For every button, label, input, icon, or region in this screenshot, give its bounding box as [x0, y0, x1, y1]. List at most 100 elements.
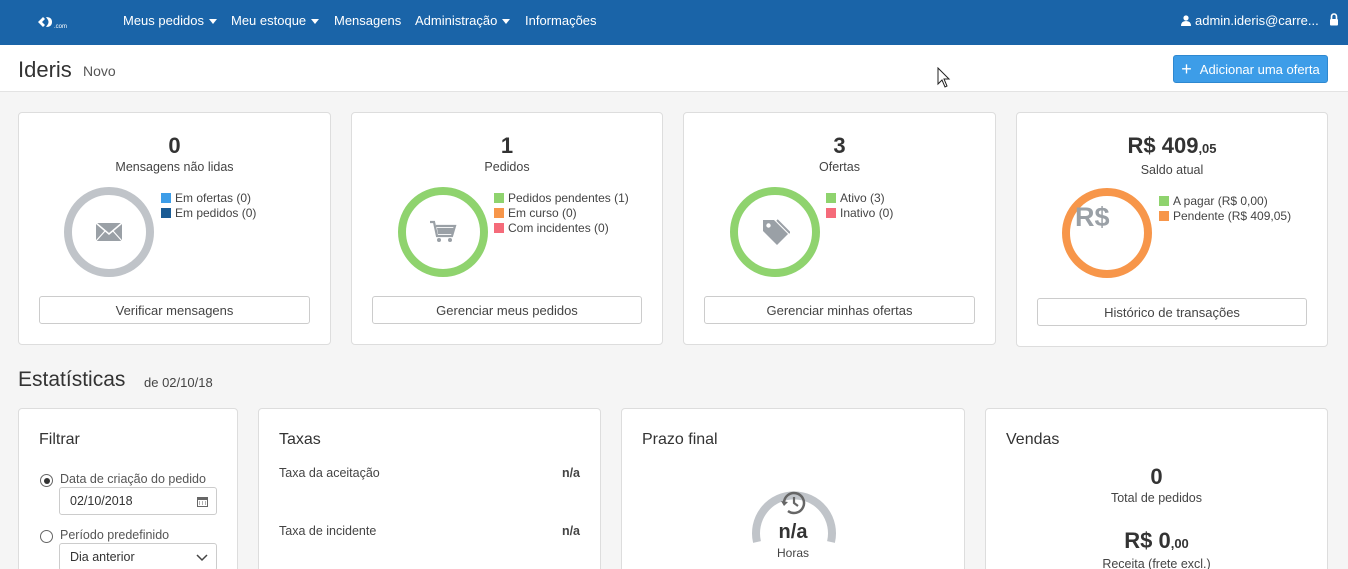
sales-title: Vendas [1006, 431, 1060, 448]
messages-count: 0 [168, 133, 181, 158]
orders-label: Pedidos [484, 160, 530, 174]
user-icon [1181, 15, 1191, 26]
lock-icon[interactable] [1329, 13, 1339, 27]
radio-creation-date[interactable] [40, 474, 53, 487]
orders-legend: Pedidos pendentes (1) Em curso (0) Com i… [494, 191, 629, 236]
incident-rate-label: Taxa de incidente [279, 524, 377, 538]
balance-legend: A pagar (R$ 0,00) Pendente (R$ 409,05) [1159, 194, 1291, 224]
legend-item: Com incidentes (0) [494, 221, 629, 236]
legend-item: Em ofertas (0) [161, 191, 256, 206]
legend-item: Pendente (R$ 409,05) [1159, 209, 1291, 224]
offers-count: 3 [833, 133, 846, 158]
radio-predefined-period-label[interactable]: Período predefinido [60, 528, 170, 542]
manage-offers-button[interactable]: Gerenciar minhas ofertas [704, 296, 975, 324]
legend-swatch [826, 208, 836, 218]
offers-label: Ofertas [819, 160, 860, 174]
legend-item: Inativo (0) [826, 206, 893, 221]
date-input[interactable]: 02/10/2018 [59, 487, 217, 515]
messages-card: 0 Mensagens não lidas Em ofertas (0) Em … [18, 112, 331, 345]
legend-label: Em curso (0) [508, 206, 577, 220]
deadline-value: n/a [778, 521, 808, 543]
taxes-panel: Taxas Taxa da aceitação n/a Taxa de inci… [258, 408, 601, 569]
balance-amount-cents: ,05 [1198, 141, 1217, 156]
messages-ring [64, 187, 154, 277]
balance-card: R$ 409,05 Saldo atual R$ A pagar (R$ 0,0… [1016, 112, 1328, 347]
nav-meu-estoque[interactable]: Meu estoque [231, 13, 320, 28]
verify-messages-button[interactable]: Verificar mensagens [39, 296, 310, 324]
chevron-down-icon [208, 19, 217, 25]
balance-amount-main: R$ 409 [1127, 133, 1199, 158]
add-offer-button[interactable]: + Adicionar uma oferta [1173, 55, 1328, 83]
transaction-history-button[interactable]: Histórico de transações [1037, 298, 1307, 326]
filter-panel: Filtrar Data de criação do pedido 02/10/… [18, 408, 238, 569]
legend-swatch [494, 193, 504, 203]
messages-label: Mensagens não lidas [115, 160, 234, 174]
currency-symbol: R$ [1075, 202, 1110, 232]
incident-rate-value: n/a [561, 524, 580, 538]
chevron-down-icon [196, 554, 208, 562]
legend-swatch [494, 223, 504, 233]
radio-creation-date-label[interactable]: Data de criação do pedido [60, 472, 206, 486]
nav-mensagens-label: Mensagens [334, 13, 402, 28]
revenue-label: Receita (frete excl.) [1102, 557, 1211, 569]
carrefour-logo-icon[interactable]: .com [36, 13, 76, 31]
legend-label: A pagar (R$ 0,00) [1173, 194, 1268, 208]
nav-mensagens[interactable]: Mensagens [334, 13, 401, 28]
legend-label: Com incidentes (0) [508, 221, 609, 235]
legend-item: Pedidos pendentes (1) [494, 191, 629, 206]
manage-orders-button[interactable]: Gerenciar meus pedidos [372, 296, 642, 324]
nav-informacoes-label: Informações [525, 13, 597, 28]
legend-swatch [494, 208, 504, 218]
stats-title: Estatísticas [18, 368, 126, 391]
nav-informacoes[interactable]: Informações [525, 13, 597, 28]
user-name: admin.ideris@carre... [1195, 13, 1319, 28]
calendar-icon[interactable] [197, 496, 208, 507]
plus-icon: + [1181, 59, 1192, 79]
legend-swatch [826, 193, 836, 203]
user-menu[interactable]: admin.ideris@carre... [1181, 13, 1319, 28]
top-navbar: .com Meus pedidos Meu estoque Mensagens … [0, 0, 1348, 45]
legend-label: Ativo (3) [840, 191, 885, 205]
nav-administracao[interactable]: Administração [415, 13, 511, 28]
tag-icon [763, 219, 790, 245]
deadline-title: Prazo final [642, 431, 718, 448]
legend-swatch [1159, 211, 1169, 221]
legend-label: Pedidos pendentes (1) [508, 191, 629, 205]
messages-legend: Em ofertas (0) Em pedidos (0) [161, 191, 256, 221]
nav-meus-pedidos[interactable]: Meus pedidos [123, 13, 217, 28]
cart-icon [430, 220, 457, 242]
legend-label: Em pedidos (0) [175, 206, 257, 220]
period-select-value: Dia anterior [70, 550, 135, 564]
legend-item: Ativo (3) [826, 191, 893, 206]
legend-label: Pendente (R$ 409,05) [1173, 209, 1292, 223]
period-select[interactable]: Dia anterior [59, 543, 217, 569]
legend-item: Em curso (0) [494, 206, 629, 221]
deadline-gauge [752, 491, 836, 543]
balance-ring: R$ [1062, 188, 1152, 278]
total-orders-value: 0 [1150, 464, 1163, 489]
offers-ring [730, 187, 820, 277]
taxes-title: Taxas [279, 431, 321, 448]
radio-predefined-period[interactable] [40, 530, 53, 543]
legend-swatch [161, 193, 171, 203]
acceptance-rate-value: n/a [561, 466, 580, 480]
legend-swatch [1159, 196, 1169, 206]
acceptance-rate-label: Taxa da aceitação [279, 466, 380, 480]
legend-item: Em pedidos (0) [161, 206, 256, 221]
legend-label: Inativo (0) [840, 206, 894, 220]
page-header: Ideris Novo + Adicionar uma oferta [0, 45, 1348, 92]
balance-amount: R$ 409,05 [1017, 133, 1327, 159]
legend-label: Em ofertas (0) [175, 191, 252, 205]
offers-card: 3 Ofertas Ativo (3) Inativo (0) Gerencia… [683, 112, 996, 345]
legend-swatch [161, 208, 171, 218]
nav-meus-pedidos-label: Meus pedidos [123, 13, 204, 28]
sales-panel: Vendas 0 Total de pedidos R$ 0,00 Receit… [985, 408, 1328, 569]
balance-label: Saldo atual [1140, 163, 1204, 177]
page-subtitle: Novo [83, 63, 116, 79]
add-offer-label: Adicionar uma oferta [1199, 61, 1320, 77]
date-input-value: 02/10/2018 [70, 494, 133, 508]
logo-text: .com [54, 24, 67, 30]
chevron-down-icon [311, 19, 320, 25]
filter-title: Filtrar [39, 431, 80, 448]
chevron-down-icon [502, 19, 511, 25]
